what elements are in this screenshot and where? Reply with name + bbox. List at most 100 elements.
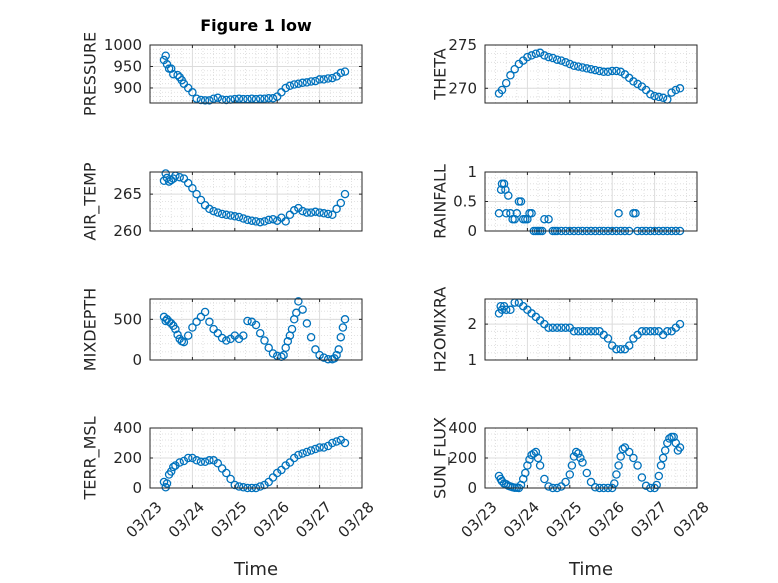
chart-4-point	[173, 330, 182, 340]
chart-3-y-tick-label: 1	[467, 163, 477, 181]
chart-7-point	[582, 468, 592, 478]
chart-2-y-tick-label: 265	[113, 185, 142, 203]
chart-2-point	[226, 211, 235, 220]
chart-0-point	[255, 94, 265, 103]
chart-1-point	[646, 90, 655, 99]
chart-4-point	[294, 297, 303, 306]
chart-2-point	[243, 215, 252, 225]
chart-1-point	[603, 67, 613, 77]
chart-7-point	[574, 449, 583, 458]
chart-0-point	[294, 79, 303, 88]
chart-7-point	[576, 453, 585, 463]
chart-7-point	[665, 434, 674, 443]
chart-4-point	[334, 345, 343, 354]
chart-4-y-label: MIXDEPTH	[81, 288, 100, 371]
chart-1-point	[544, 52, 553, 62]
chart-4-point	[171, 324, 180, 334]
chart-3-point	[544, 214, 553, 224]
chart-2-point	[188, 183, 197, 193]
chart-5-point	[582, 327, 592, 336]
chart-7-point	[521, 468, 530, 478]
chart-6-point	[311, 444, 320, 454]
chart-7-point	[540, 474, 549, 484]
chart-2-point	[255, 217, 265, 227]
chart-7-point	[544, 482, 553, 491]
chart-2-point	[209, 206, 218, 216]
chart-6-point	[217, 464, 227, 473]
chart-7-point	[616, 452, 625, 461]
chart-0-point	[222, 95, 231, 105]
chart-5-point	[569, 327, 579, 336]
chart-4-point	[192, 317, 201, 327]
chart-4-point	[205, 317, 214, 327]
chart-0-point	[179, 79, 189, 88]
chart-1-point	[658, 93, 668, 103]
chart-7-point	[633, 461, 642, 470]
chart-0-point	[209, 94, 218, 103]
chart-4-points	[159, 297, 350, 364]
chart-3-point	[510, 214, 519, 224]
chart-7-point	[614, 461, 623, 470]
chart-0-point	[183, 83, 193, 93]
chart-3-point	[516, 197, 526, 206]
chart-7-point	[656, 461, 666, 470]
chart-1-axes-box	[484, 44, 698, 104]
chart-4-point	[239, 331, 248, 340]
chart-2-point	[179, 174, 189, 183]
chart-2-point	[213, 208, 223, 217]
chart-4-point	[279, 350, 288, 360]
chart-5-point	[506, 305, 515, 315]
chart-6-point	[188, 453, 197, 463]
chart-1-point	[540, 51, 549, 60]
chart-4-point	[260, 336, 269, 345]
chart-7-x-tick-label: 03/28	[669, 498, 712, 541]
chart-4-point	[340, 315, 350, 324]
chart-0-point	[281, 83, 290, 93]
chart-0-point	[213, 93, 223, 103]
chart-3-point	[540, 214, 549, 224]
chart-5-point	[586, 327, 596, 336]
chart-7-y-tick-label: 0	[467, 479, 477, 497]
chart-7-y-tick-label: 400	[448, 419, 477, 437]
chart-2-point	[340, 189, 350, 199]
chart-7-point	[533, 453, 543, 463]
chart-4-point	[179, 337, 189, 347]
chart-5-point	[616, 344, 625, 354]
chart-2-point	[234, 212, 244, 222]
chart-6-point	[302, 447, 312, 457]
chart-6-y-tick-label: 200	[113, 449, 142, 467]
chart-0-point	[340, 67, 350, 76]
chart-7-point	[525, 455, 534, 464]
chart-1-y-tick-label: 275	[448, 36, 477, 54]
chart-4-point	[298, 305, 307, 314]
chart-7-point	[658, 453, 668, 463]
chart-4-point	[268, 349, 278, 358]
chart-6-point	[192, 456, 201, 465]
chart-7-point	[561, 477, 570, 487]
chart-2-point	[217, 209, 227, 219]
chart-6-point	[340, 438, 350, 448]
chart-3-point	[527, 209, 536, 218]
chart-7-point	[641, 481, 651, 491]
chart-6-x-label: Time	[233, 559, 278, 580]
chart-1-point	[510, 64, 519, 74]
chart-7-point	[586, 477, 596, 487]
chart-0-y-tick-label: 900	[113, 79, 142, 97]
chart-6-x-tick-label: 03/23	[122, 498, 165, 541]
chart-6-point	[255, 482, 265, 491]
chart-4-point	[306, 332, 316, 342]
chart-3-point	[501, 209, 511, 218]
chart-4-point	[336, 332, 346, 342]
chart-6-point	[175, 458, 184, 467]
chart-7-x-tick-label: 03/25	[542, 498, 585, 541]
chart-1-point	[586, 64, 596, 74]
chart-7-point	[629, 453, 638, 463]
chart-6-point	[285, 458, 295, 467]
chart-4-point	[213, 328, 223, 338]
chart-3-point	[614, 209, 623, 218]
chart-7-points	[494, 432, 685, 493]
chart-0-point	[306, 77, 316, 86]
chart-7-point	[660, 446, 670, 455]
chart-4-point	[311, 345, 320, 354]
